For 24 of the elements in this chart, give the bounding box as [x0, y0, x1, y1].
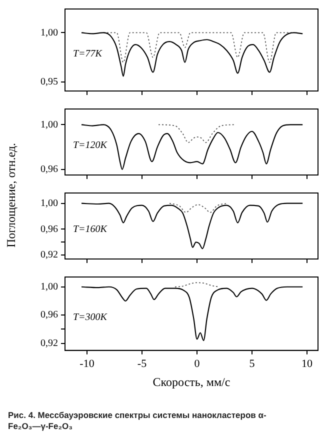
y-axis-title: Поглощение, отн.ед. [4, 142, 18, 248]
y-tick-label: 0,95 [40, 76, 58, 88]
y-tick-label: 0,96 [40, 310, 58, 321]
line-series [158, 124, 236, 144]
text: Рис. 4. Мессбауэровские спектры системы нанокластеров α-Fe₂O₃—γ-Fe₂O₃ [8, 410, 268, 432]
annotation: T=120K [73, 140, 108, 151]
y-tick-label: 1,00 [40, 282, 58, 293]
x-tick-label: 5 [249, 358, 256, 370]
y-tick-label: 0,92 [40, 250, 58, 261]
x-axis-title: Скорость, мм/с [152, 374, 230, 389]
annotation: T=160K [73, 224, 108, 235]
x-tick-label: -5 [137, 358, 148, 370]
y-tick-label: 0,96 [40, 164, 58, 176]
y-tick-label: 0,96 [40, 224, 58, 235]
y-tick-label: 1,00 [40, 27, 58, 38]
x-tick-label: 0 [194, 358, 200, 370]
y-tick-label: 0,92 [40, 338, 58, 349]
x-tick-label: 10 [302, 358, 313, 370]
annotation: T=77K [73, 48, 104, 60]
x-tick-label: -10 [80, 358, 95, 370]
y-tick-label: 1,00 [40, 119, 58, 130]
line-series [169, 202, 228, 213]
annotation: T=300K [73, 312, 108, 323]
y-tick-label: 1,00 [40, 198, 58, 209]
